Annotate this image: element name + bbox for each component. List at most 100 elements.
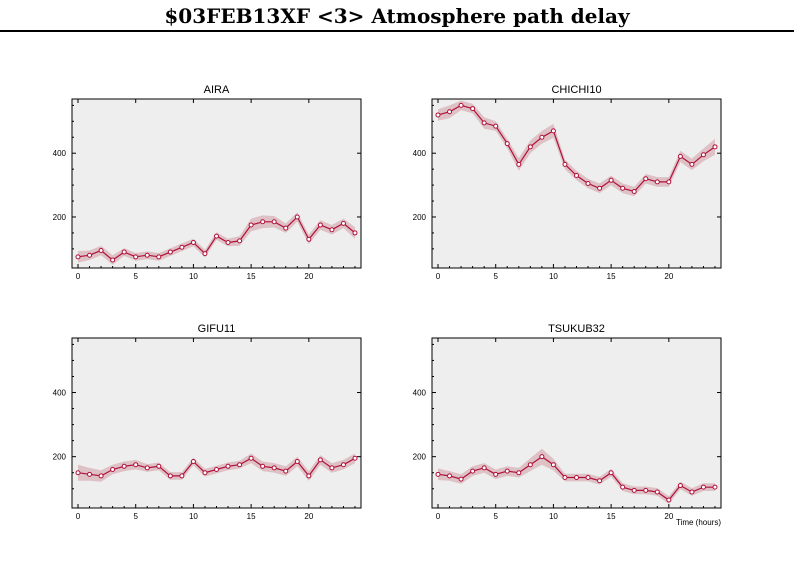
data-point [225, 239, 231, 245]
data-point [225, 463, 231, 469]
data-point [585, 475, 591, 481]
data-point [504, 468, 510, 474]
data-point [283, 225, 289, 231]
data-point [156, 254, 162, 260]
plot-area [71, 337, 362, 509]
data-point [329, 227, 335, 233]
data-point [470, 106, 476, 112]
data-point [643, 176, 649, 182]
plot-area [71, 98, 362, 269]
data-point [202, 470, 208, 476]
data-point [700, 484, 706, 490]
data-point [329, 465, 335, 471]
chart-panel: TSUKUB32 0 5 10 15 20 200 400 Time (hours) [413, 323, 722, 527]
data-point [712, 144, 718, 150]
x-tick-label: 5 [133, 512, 138, 521]
data-point [631, 487, 637, 493]
y-tick-label: 400 [53, 389, 67, 398]
data-point [597, 185, 603, 191]
data-point [516, 470, 522, 476]
data-point [98, 473, 104, 479]
data-point [352, 230, 358, 236]
y-tick-label: 400 [53, 149, 67, 158]
x-tick-label: 15 [247, 272, 256, 281]
data-point [493, 123, 499, 129]
data-point [133, 462, 139, 468]
data-point [562, 161, 568, 167]
data-point [539, 454, 545, 460]
chart-panel: CHICHI10 0 5 10 15 20 200 400 [413, 84, 722, 281]
panel-title: AIRA [204, 84, 230, 96]
y-tick-label: 400 [413, 389, 427, 398]
data-point [447, 109, 453, 115]
data-point [179, 473, 185, 479]
data-point [110, 467, 116, 473]
panel-title: GIFU11 [198, 323, 236, 335]
data-point [631, 188, 637, 194]
data-point [447, 473, 453, 479]
data-point [597, 478, 603, 484]
x-tick-label: 0 [436, 272, 441, 281]
x-tick-label: 5 [493, 512, 498, 521]
x-tick-label: 10 [549, 512, 558, 521]
data-point [248, 222, 254, 228]
data-point [144, 252, 150, 258]
data-point [352, 455, 358, 461]
data-point [283, 468, 289, 474]
data-point [481, 120, 487, 126]
data-point [527, 144, 533, 150]
data-point [179, 244, 185, 250]
data-point [493, 471, 499, 477]
data-point [133, 254, 139, 260]
x-tick-label: 20 [304, 272, 313, 281]
data-point [700, 152, 706, 158]
data-point [550, 462, 556, 468]
x-tick-label: 0 [436, 512, 441, 521]
data-point [121, 463, 127, 469]
plot-area [431, 98, 722, 269]
data-point [504, 141, 510, 147]
data-point [608, 177, 614, 183]
data-point [260, 219, 266, 225]
data-point [527, 462, 533, 468]
data-point [294, 214, 300, 220]
page-title: $03FEB13XF <3> Atmosphere path delay [164, 4, 630, 28]
data-point [712, 484, 718, 490]
data-point [677, 153, 683, 159]
x-tick-label: 15 [607, 272, 616, 281]
data-point [608, 470, 614, 476]
data-point [156, 463, 162, 469]
data-point [654, 179, 660, 185]
data-point [190, 239, 196, 245]
x-tick-label: 0 [76, 272, 81, 281]
data-point [75, 470, 81, 476]
data-point [481, 465, 487, 471]
data-point [144, 465, 150, 471]
data-point [574, 173, 579, 179]
data-point [574, 475, 579, 481]
data-point [539, 134, 545, 140]
data-point [214, 467, 219, 473]
data-point [585, 181, 591, 186]
data-point [271, 465, 277, 471]
x-tick-label: 10 [189, 512, 198, 521]
y-tick-label: 200 [413, 213, 427, 222]
x-axis-label: Time (hours) [676, 518, 721, 527]
data-point [689, 489, 695, 495]
data-point [458, 476, 464, 482]
x-tick-label: 5 [133, 272, 138, 281]
data-point [248, 455, 254, 461]
data-point [167, 249, 173, 255]
data-point [306, 236, 312, 242]
data-point [237, 462, 243, 468]
panel-title: TSUKUB32 [548, 323, 605, 335]
data-point [458, 102, 464, 108]
x-tick-label: 20 [664, 272, 673, 281]
data-point [87, 471, 93, 477]
data-point [435, 112, 441, 118]
y-tick-label: 200 [413, 453, 427, 462]
data-point [121, 249, 127, 255]
y-tick-label: 400 [413, 149, 427, 158]
data-point [689, 161, 695, 167]
